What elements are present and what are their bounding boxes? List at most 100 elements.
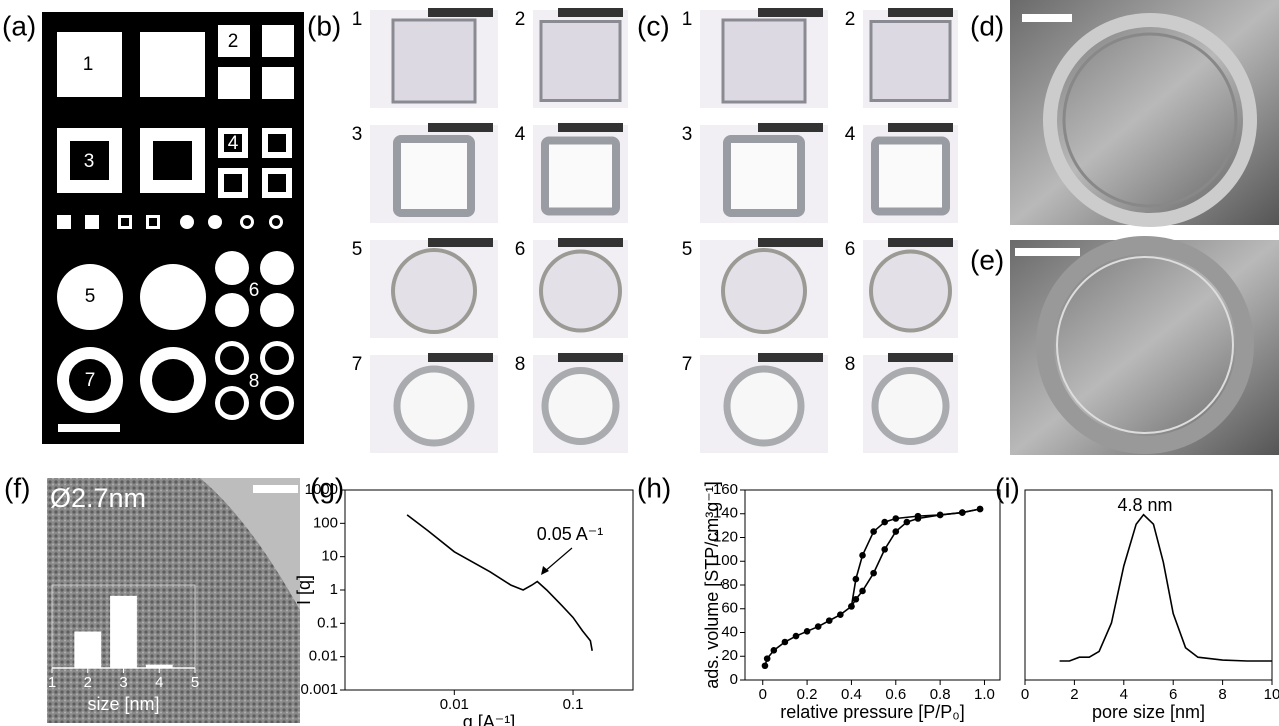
x-tick-label: 0.01 [440, 696, 469, 713]
y-tick-label: 80 [721, 576, 738, 593]
bar [146, 665, 173, 668]
y-tick-label: 0 [730, 671, 738, 688]
x-tick-label: 1.0 [974, 686, 995, 703]
x-tick-label: 0.2 [797, 686, 818, 703]
scale-bar [888, 353, 953, 362]
y-tick-label: 40 [721, 623, 738, 640]
panel-label: (d) [970, 10, 1004, 41]
data-point [826, 617, 833, 624]
x-tick-label: 8 [1218, 686, 1226, 703]
annotation: 4.8 nm [1117, 495, 1172, 515]
data-point [793, 633, 800, 640]
panel-label: (e) [970, 244, 1004, 275]
sample-number: 6 [515, 239, 526, 260]
scale-bar [558, 238, 623, 247]
x-tick-label: 4 [155, 674, 163, 691]
data-point [904, 519, 911, 526]
x-tick-label: 4 [1120, 686, 1128, 703]
shape-number: 3 [84, 151, 95, 172]
scale-bar [758, 123, 823, 132]
y-tick-label: 0.1 [317, 614, 338, 631]
annotation: 0.05 A⁻¹ [537, 524, 604, 544]
data-point [915, 513, 922, 520]
x-tick-label: 6 [1169, 686, 1177, 703]
sample [723, 20, 805, 102]
x-tick-label: 3 [119, 674, 127, 691]
sample [545, 371, 616, 442]
sample-number: 1 [352, 9, 363, 30]
scale-bar [758, 238, 823, 247]
sample [875, 141, 946, 212]
sample-number: 4 [515, 124, 526, 145]
mask-layout [42, 12, 304, 444]
x-tick-label: 1 [48, 674, 56, 691]
sample [723, 250, 805, 332]
x-tick-label: 2 [84, 674, 92, 691]
arrow-head [541, 566, 549, 575]
shape-number: 4 [228, 133, 239, 154]
figure: (a) (b) (c) (d) (e) (f) (g) (h) (i) Ø2.7… [0, 0, 1279, 726]
scale-bar [558, 353, 623, 362]
x-tick-label: 0.1 [563, 696, 584, 713]
data-line [851, 509, 980, 606]
annotation-arrow [544, 548, 572, 572]
sample [871, 252, 950, 331]
x-tick-label: 2 [1070, 686, 1078, 703]
x-tick-label: 0.6 [885, 686, 906, 703]
data-point [959, 509, 966, 516]
scale-bar [558, 8, 623, 17]
sample [397, 139, 471, 213]
scale-bar [558, 123, 623, 132]
sample-number: 7 [352, 354, 363, 375]
sample [875, 371, 946, 442]
scale-bar [428, 238, 493, 247]
sample [541, 22, 620, 101]
data-point [892, 515, 899, 522]
scale-bar [888, 123, 953, 132]
sample-number: 4 [845, 124, 856, 145]
data-point [815, 623, 822, 630]
sample-number: 1 [682, 9, 693, 30]
sample-number: 5 [682, 239, 693, 260]
y-tick-label: 1000 [305, 481, 338, 498]
shape-number: 1 [83, 54, 94, 75]
chart-frames [345, 490, 1272, 690]
y-tick-label: 1 [330, 581, 338, 598]
panel-label: (c) [637, 10, 670, 41]
y-tick-label: 0.01 [309, 648, 338, 665]
y-tick-label: 100 [313, 514, 338, 531]
scale-bar [428, 8, 493, 17]
bar [74, 631, 101, 668]
data-point [870, 570, 877, 577]
sample [727, 369, 801, 443]
y-axis-label: ads. volume [STP/cm³g⁻¹] [702, 481, 722, 689]
sample-number: 8 [845, 354, 856, 375]
x-axis-label: q [A⁻¹] [463, 712, 516, 726]
sample-number: 2 [845, 9, 856, 30]
x-axis-label: pore size [nm] [1092, 702, 1205, 722]
panel-label: (f) [4, 472, 30, 503]
panel-label: (i) [995, 472, 1020, 503]
scale-bar [428, 123, 493, 132]
shape-number: 2 [228, 31, 239, 52]
y-tick-label: 10 [321, 548, 338, 565]
sample [393, 20, 475, 102]
y-tick-label: 0.001 [300, 681, 338, 698]
sem-layout [1010, 0, 1279, 455]
x-tick-label: 0.4 [841, 686, 862, 703]
data-point [881, 546, 888, 553]
data-point [937, 512, 944, 519]
data-point [870, 528, 877, 535]
data-point [762, 662, 769, 669]
y-tick-label: 60 [721, 600, 738, 617]
data-point [977, 506, 984, 513]
shape-number: 7 [85, 370, 96, 391]
sample [727, 139, 801, 213]
sample-number: 7 [682, 354, 693, 375]
sample-number: 5 [352, 239, 363, 260]
y-tick-label: 20 [721, 647, 738, 664]
data-point [853, 576, 860, 583]
x-tick-label: 0.8 [930, 686, 951, 703]
sample [541, 252, 620, 331]
scale-bar [758, 8, 823, 17]
